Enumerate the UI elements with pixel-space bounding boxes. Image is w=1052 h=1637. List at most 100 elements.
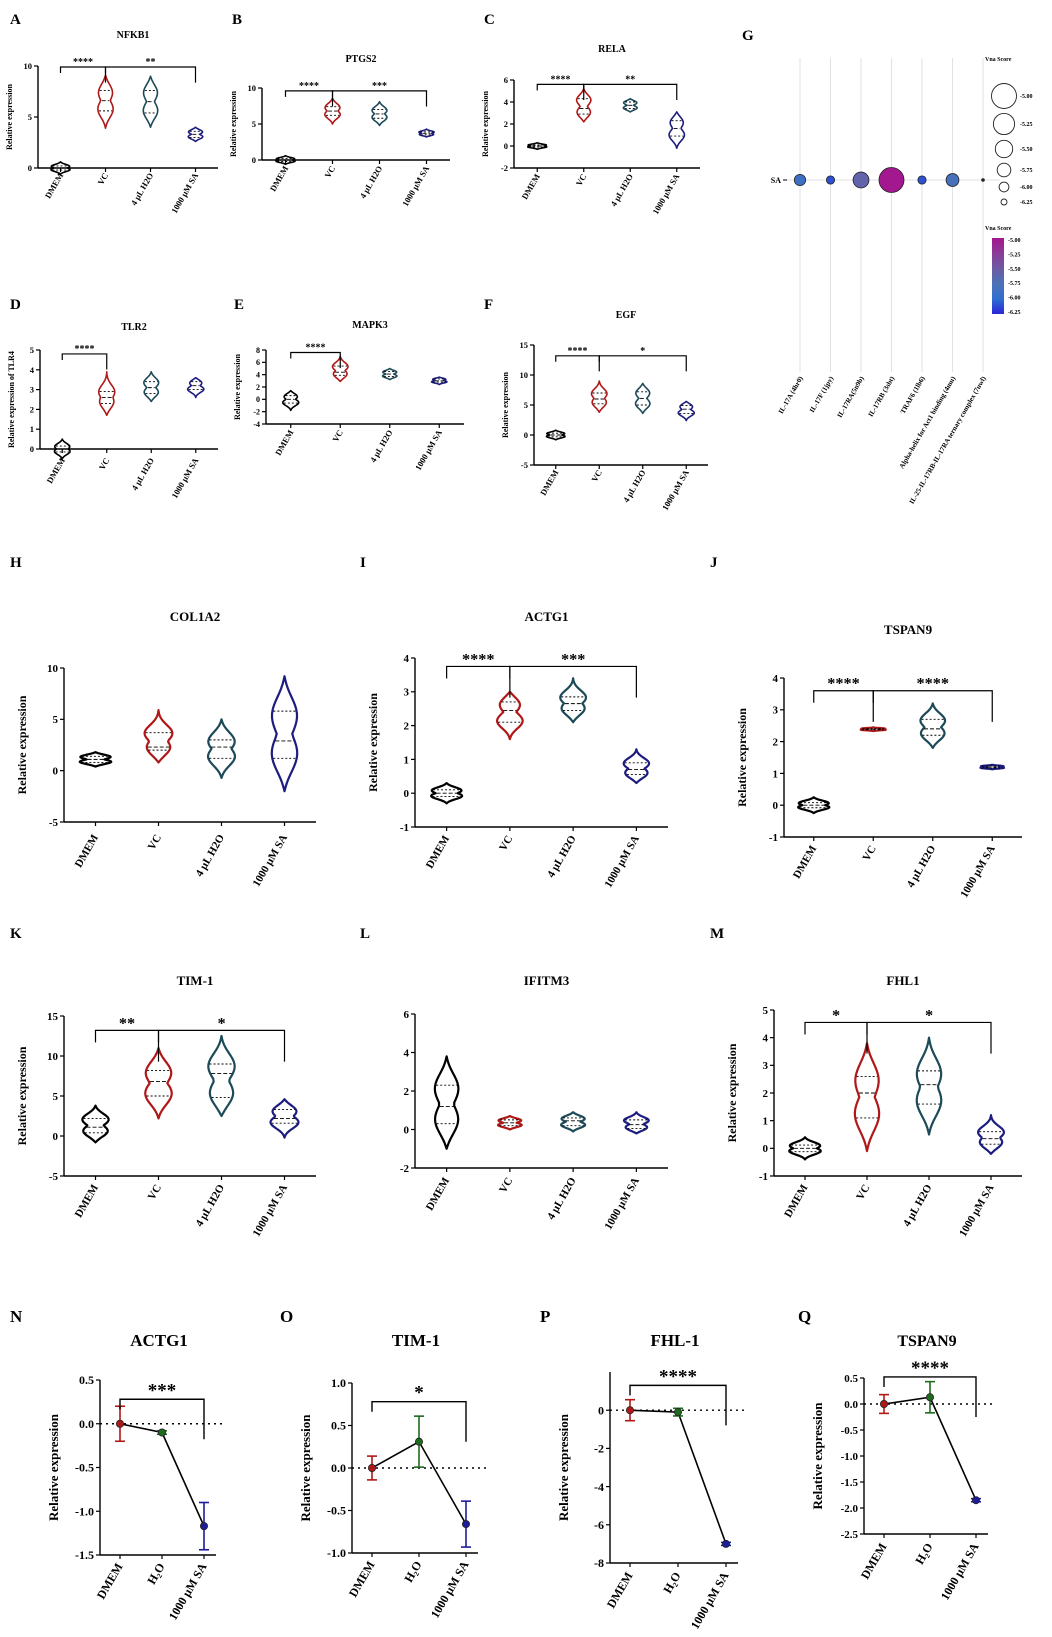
size-legend-circle <box>992 112 1016 136</box>
data-point <box>880 1400 889 1409</box>
significance-bracket <box>872 690 993 722</box>
x-tick-label: DMEM <box>73 1182 102 1220</box>
x-tick-label: 4 μL H2O <box>608 172 635 209</box>
y-tick-label: -2.5 <box>841 1529 859 1541</box>
x-tick-label: 1000 μM SA <box>428 1558 472 1620</box>
color-legend-label: -5.00 <box>1008 238 1021 244</box>
y-tick-label: -2 <box>594 1442 604 1456</box>
chart-title: TIM-1 <box>177 973 214 988</box>
data-point <box>722 1539 731 1548</box>
y-axis-label: Relative expression <box>735 708 749 807</box>
x-tick-label: H₂O <box>660 1570 683 1596</box>
y-tick-label: 10 <box>520 370 529 380</box>
color-legend-label: -6.25 <box>1008 310 1021 316</box>
size-legend-label: -6.00 <box>1020 185 1033 191</box>
significance-label: * <box>217 1014 225 1032</box>
x-tick-label: VC <box>146 1182 164 1202</box>
x-tick-label: DMEM <box>268 164 291 193</box>
chart-title: FHL-1 <box>650 1331 699 1350</box>
significance-bracket <box>94 1029 160 1062</box>
size-legend-label: -5.25 <box>1020 122 1033 128</box>
significance-bracket <box>813 690 874 722</box>
panel-o: O TIM-1 -1.0 -0.5 0.0 0.5 1.0 Relative expressi… <box>280 1307 486 1620</box>
y-axis-label: Relative expression <box>46 1413 61 1521</box>
violin-shape <box>634 382 651 415</box>
chart-title: ACTG1 <box>524 609 568 624</box>
significance-bracket <box>331 90 428 107</box>
violin-shape <box>859 726 887 733</box>
violin-shape <box>143 708 174 764</box>
y-tick-label: -4 <box>253 420 260 429</box>
panel-q: Q TSPAN9 -2.5 -2.0 -1.5 -1.0 -0.5 0.0 0.5 Relativ… <box>798 1307 996 1602</box>
significance-label: * <box>640 346 645 357</box>
violin-shape <box>495 690 524 741</box>
data-point <box>461 1520 470 1529</box>
x-tick-label: 1000 μM SA <box>413 427 445 472</box>
color-legend-label: -5.25 <box>1008 252 1021 258</box>
x-tick-label: VC <box>497 1175 515 1195</box>
x-tick-label: 4 μL H2O <box>129 456 156 493</box>
y-tick-label: -1.0 <box>75 1504 94 1518</box>
violin-shape <box>143 370 160 403</box>
y-tick-label: 1 <box>763 1116 769 1128</box>
panel-p: P FHL-1 -8 -6 -4 -2 0 Relative expression DMEM H₂… <box>540 1307 746 1631</box>
y-tick-label: 3 <box>773 705 779 717</box>
violin-shape <box>187 126 204 143</box>
y-tick-label: 0 <box>30 444 34 454</box>
x-tick-label: DMEM <box>519 172 542 201</box>
violin-shape <box>560 1111 587 1133</box>
violin-shape <box>788 1136 822 1161</box>
x-tick-label: 4 μL H2O <box>905 843 939 890</box>
y-tick-label: 0 <box>28 163 32 173</box>
panel-label: J <box>710 555 718 571</box>
score-bubble <box>878 167 905 193</box>
y-tick-label: -1 <box>769 832 778 844</box>
y-tick-label: 6 <box>404 1009 410 1021</box>
violin-shape <box>270 675 299 793</box>
y-tick-label: -1.0 <box>327 1546 346 1560</box>
significance-label: **** <box>568 346 588 357</box>
x-tick-label: VC <box>322 164 337 180</box>
y-tick-label: 2 <box>30 404 34 414</box>
panel-d: D TLR2 0 1 2 3 4 5 Relative expression of TLR4 DM… <box>7 297 218 500</box>
violin-shape <box>430 376 448 386</box>
size-legend-label: -5.50 <box>1020 147 1033 153</box>
panel-label: H <box>10 555 22 571</box>
significance-bracket <box>59 66 107 83</box>
y-tick-label: 0 <box>504 141 508 151</box>
panel-label: L <box>360 926 370 942</box>
violin-shape <box>496 1114 523 1131</box>
score-bubble <box>945 173 960 187</box>
significance-bracket <box>804 1021 868 1054</box>
y-tick-label: -1 <box>400 822 409 834</box>
violin-shape <box>418 128 435 138</box>
row-label: SA <box>771 176 781 185</box>
chart-title: PTGS2 <box>345 54 376 65</box>
x-tick-label: 1000 μM SA <box>166 1560 210 1622</box>
x-tick-label: H₂O <box>912 1541 935 1567</box>
significance-bracket <box>290 351 341 369</box>
x-tick-label: 1000 μM SA <box>602 833 642 889</box>
significance-bracket <box>555 355 600 372</box>
significance-bracket <box>866 1021 992 1054</box>
size-legend-circle <box>1000 198 1008 206</box>
significance-bracket <box>883 1376 977 1417</box>
chart-title: COL1A2 <box>170 609 221 624</box>
violin-shape <box>78 751 113 768</box>
y-tick-label: -0.5 <box>75 1461 94 1475</box>
size-legend-label: -6.25 <box>1020 200 1033 206</box>
y-axis-label: Relative expression of TLR4 <box>7 351 16 448</box>
size-legend-circle <box>991 83 1017 109</box>
color-legend-title: Vna Score <box>985 226 1012 232</box>
x-tick-label: DMEM <box>858 1541 890 1582</box>
x-tick-label: 1000 μM SA <box>958 843 998 899</box>
y-tick-label: 1 <box>773 768 779 780</box>
x-tick-label: DMEM <box>791 843 820 881</box>
significance-bracket <box>583 83 678 100</box>
violin-shape <box>526 141 548 151</box>
x-tick-label: VC <box>330 428 345 444</box>
y-tick-label: 5 <box>53 714 59 726</box>
y-axis-label: Relative expression <box>233 354 242 420</box>
y-tick-label: 5 <box>30 345 34 355</box>
panel-label: G <box>742 28 754 44</box>
